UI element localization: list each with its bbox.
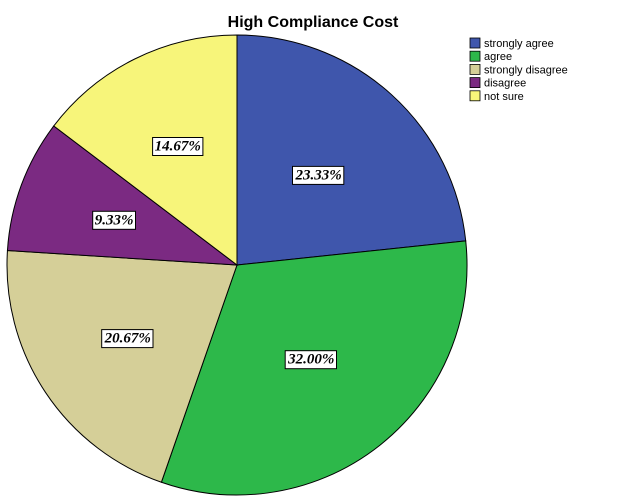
legend-label: not sure <box>484 91 524 103</box>
slice-label-box <box>101 329 154 349</box>
legend-item-strongly-agree: strongly agree <box>469 37 554 50</box>
legend-swatch <box>469 37 481 49</box>
slice-label-text: 23.33% <box>294 167 341 183</box>
legend-swatch <box>469 50 481 62</box>
slice-label-box <box>284 350 338 370</box>
legend-item-agree: agree <box>469 50 512 63</box>
slice-label: 20.67% <box>101 329 154 349</box>
legend-label: agree <box>484 51 512 63</box>
legend-label: disagree <box>484 78 526 90</box>
slice-label-box <box>152 137 204 156</box>
legend-item-disagree: disagree <box>469 77 526 90</box>
slice-label-text: 9.33% <box>95 212 134 228</box>
slice-label: 14.67% <box>152 137 204 156</box>
slice-label-text: 32.00% <box>287 352 334 368</box>
slice-label: 32.00% <box>284 350 338 370</box>
slice-label: 9.33% <box>92 210 136 230</box>
legend-swatch <box>469 90 481 102</box>
slice-label-box <box>92 210 136 230</box>
slice-label-box <box>292 165 345 185</box>
pie-slice-not-sure <box>53 34 238 267</box>
pie-slice-strongly-agree <box>236 34 467 266</box>
slice-label-text: 20.67% <box>104 331 151 347</box>
legend-label: strongly agree <box>484 38 554 50</box>
legend-swatch <box>469 77 481 88</box>
slice-labels: 23.33% 32.00% 20.67% 9.33% 14.67% <box>92 137 345 370</box>
pie-slice-strongly-disagree <box>6 250 238 483</box>
pie-slice-disagree <box>6 125 239 266</box>
legend-item-strongly-disagree: strongly disagree <box>469 64 568 76</box>
legend-label: strongly disagree <box>484 64 568 76</box>
pie-slices <box>6 34 468 496</box>
slice-label-text: 14.67% <box>155 139 201 155</box>
legend-item-not-sure: not sure <box>469 90 524 103</box>
legend-swatch <box>469 64 481 75</box>
chart-title: High Compliance Cost <box>228 14 399 31</box>
slice-label: 23.33% <box>292 165 345 185</box>
